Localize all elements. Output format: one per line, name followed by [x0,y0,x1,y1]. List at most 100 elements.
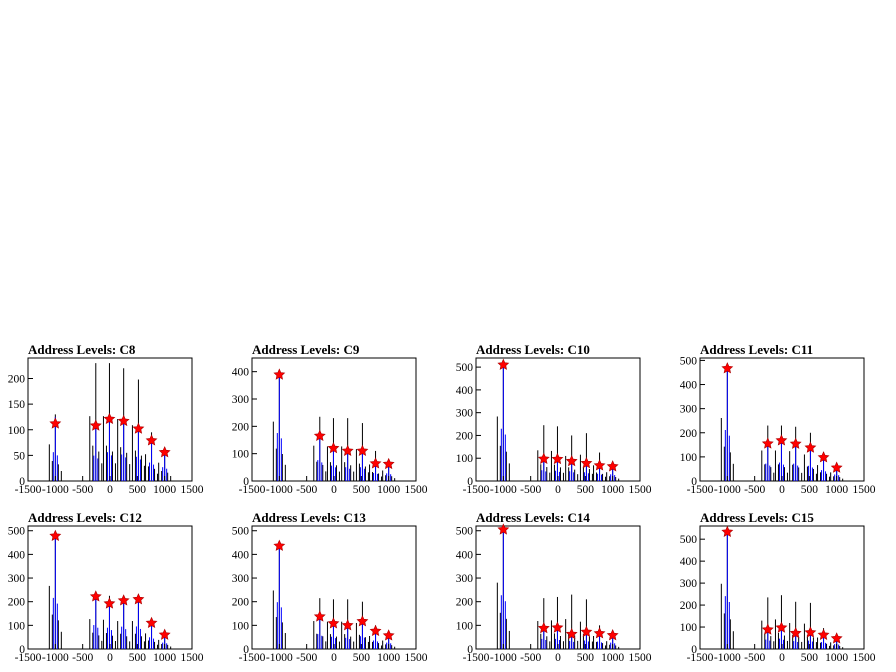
chart-panel: Address Levels: C8 0 50 100 150 200 -1500 -1000… [8,342,204,496]
peak-marker [580,456,593,469]
x-tick-label: 500 [577,484,595,496]
y-tick-label: 400 [456,385,474,397]
x-tick-label: 1500 [629,652,652,664]
peak-marker [551,621,564,633]
x-tick-label: 1500 [405,484,428,496]
x-tick-label: -1500 [463,484,490,496]
peak-marker [761,623,774,635]
x-tick-label: 1000 [153,484,176,496]
peak-marker [117,594,130,606]
x-tick-label: -500 [744,484,765,496]
y-tick-label: 400 [680,556,698,568]
peak-marker [356,615,369,627]
x-tick-label: 1500 [405,652,428,664]
peak-marker [145,434,158,446]
x-tick-label: 0 [331,652,337,664]
y-tick-label: 100 [456,620,474,632]
y-tick-label: 400 [232,367,250,379]
x-tick-label: 0 [779,484,785,496]
x-tick-label: -500 [72,652,93,664]
x-tick-label: -500 [520,484,541,496]
x-tick-label: -1000 [42,652,69,664]
y-tick-label: 0 [467,476,473,488]
chart-panel: Address Levels: C13 0 100 200 300 400 500 -1500… [232,510,428,664]
y-tick-label: 50 [14,450,26,462]
x-tick-label: -1500 [239,652,266,664]
y-tick-label: 400 [232,549,250,561]
y-tick-label: 500 [232,526,250,538]
x-tick-label: -1000 [490,652,517,664]
peak-marker [721,525,734,537]
peak-marker [775,621,788,633]
peak-marker [369,624,382,637]
y-tick-label: 100 [232,620,250,632]
x-tick-label: -1000 [490,484,517,496]
x-tick-label: -1000 [266,484,293,496]
y-tick-label: 500 [680,534,698,546]
y-tick-label: 400 [8,549,26,561]
x-tick-label: -1500 [239,484,266,496]
y-tick-label: 0 [19,476,25,488]
peak-marker [273,539,286,551]
peak-marker [341,444,354,456]
peak-marker [313,429,326,441]
y-tick-label: 300 [456,573,474,585]
peak-marker [89,590,102,602]
x-tick-label: -1000 [42,484,69,496]
peak-marker [817,451,830,463]
peak-marker [721,362,734,374]
peak-marker [132,593,145,605]
panel-title: Address Levels: C15 [700,510,814,525]
x-tick-label: 1000 [601,484,624,496]
x-tick-label: -1500 [687,484,714,496]
y-tick-label: 0 [19,644,25,656]
chart-panel: Address Levels: C11 0 100 200 300 400 500 -1500… [680,342,876,496]
y-tick-label: 200 [8,597,26,609]
panel-title: Address Levels: C10 [476,342,590,357]
y-tick-label: 500 [456,362,474,374]
peak-marker [606,460,619,472]
y-tick-label: 200 [456,597,474,609]
y-tick-label: 300 [232,394,250,406]
x-tick-label: 1500 [853,652,876,664]
x-tick-label: -1500 [15,484,42,496]
y-tick-label: 0 [243,644,249,656]
y-tick-label: 100 [680,622,698,634]
peak-marker [565,454,578,467]
x-tick-label: -500 [296,484,317,496]
peak-marker [830,632,843,644]
x-tick-label: 0 [107,484,113,496]
peak-marker [761,437,774,449]
peak-marker [830,461,843,473]
panel-title: Address Levels: C9 [252,342,360,357]
y-tick-label: 300 [8,573,26,585]
peak-marker [606,629,619,641]
x-tick-label: 500 [353,484,371,496]
peak-marker [580,625,593,638]
peak-marker [132,422,145,434]
peak-marker [103,597,116,609]
peak-marker [341,619,354,631]
y-tick-label: 300 [680,404,698,416]
x-tick-label: 500 [801,484,819,496]
peak-marker [273,368,286,380]
peak-marker [145,616,158,629]
x-tick-label: -1000 [714,652,741,664]
x-tick-label: -1000 [714,484,741,496]
y-tick-label: 400 [680,380,698,392]
peak-marker [789,437,802,449]
y-tick-label: 100 [232,449,250,461]
peak-marker [49,417,62,429]
y-tick-label: 100 [8,620,26,632]
panel-title: Address Levels: C8 [28,342,136,357]
x-tick-label: 1500 [629,484,652,496]
chart-panel: Address Levels: C14 0 100 200 300 400 500 -1500… [456,510,652,664]
peak-marker [313,610,326,622]
peak-marker [369,457,382,469]
y-tick-label: 200 [232,421,250,433]
x-tick-label: 500 [129,484,147,496]
y-tick-label: 200 [8,374,26,386]
panel-title: Address Levels: C13 [252,510,366,525]
x-tick-label: -1000 [266,652,293,664]
x-tick-label: 500 [577,652,595,664]
